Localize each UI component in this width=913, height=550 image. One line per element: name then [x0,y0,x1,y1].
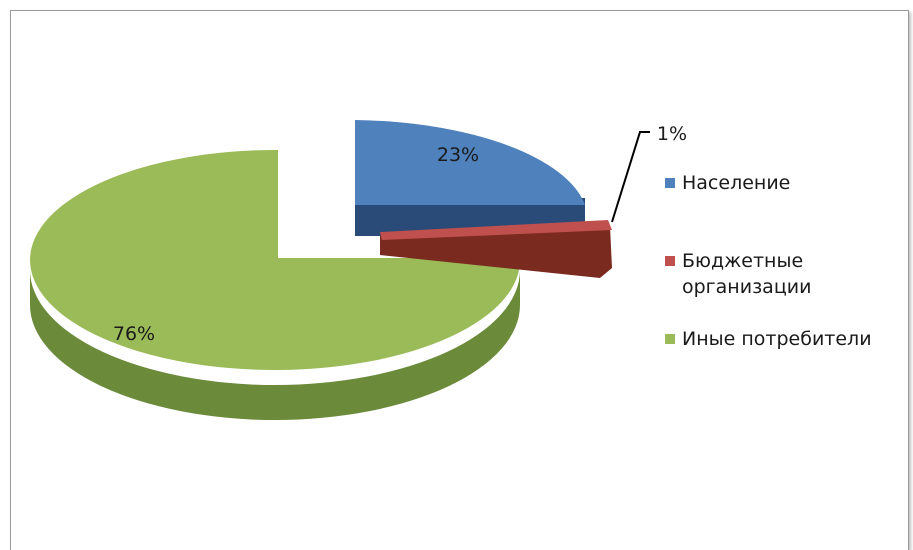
legend-item-other-consumers: Иные потребители [665,326,872,352]
legend-swatch-population [665,178,675,188]
data-label-other-consumers: 76% [113,323,155,345]
legend-item-population: Население [665,170,790,196]
pie-slice-budget-organizations [380,220,612,278]
legend-label-budget-organizations: Бюджетные организации [682,250,812,298]
legend-swatch-other-consumers [665,334,675,344]
chart-frame [10,10,909,550]
pie-chart: 23% 1% 76% [30,120,687,420]
pie-slice-population [355,120,585,236]
legend-label-other-consumers: Иные потребители [682,328,872,350]
legend-item-budget-organizations: Бюджетные организации [665,248,811,300]
data-label-population: 23% [437,144,479,166]
pie-slice-other-consumers [30,149,521,420]
legend-label-population: Население [682,172,791,194]
legend-swatch-budget-organizations [665,256,675,266]
leader-line-budget [611,131,650,223]
data-label-budget: 1% [657,123,687,145]
